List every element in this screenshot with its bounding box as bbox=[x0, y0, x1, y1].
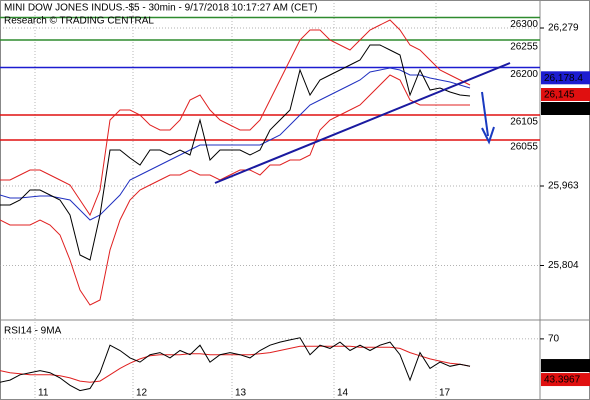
price-marker-label: 44.2713 bbox=[544, 361, 581, 372]
price-marker bbox=[541, 373, 590, 387]
price-marker bbox=[541, 71, 590, 85]
forecast-arrow-head bbox=[481, 126, 495, 145]
price-marker-label: 43.3967 bbox=[544, 375, 581, 386]
price-marker-label: 26,142 bbox=[544, 104, 575, 115]
y-tick-label: 70 bbox=[548, 334, 560, 345]
price-marker-label: 26,178.4 bbox=[544, 73, 583, 84]
chart-subtitle: Research © TRADING CENTRAL bbox=[4, 16, 154, 27]
level-label: 26200 bbox=[510, 69, 538, 80]
forecast-arrow bbox=[481, 91, 489, 137]
series-line bbox=[0, 67, 471, 221]
x-tick-label: 13 bbox=[235, 388, 247, 399]
series-line bbox=[0, 19, 471, 217]
level-label: 26255 bbox=[510, 42, 538, 53]
price-marker bbox=[541, 88, 590, 101]
level-label: 26105 bbox=[510, 117, 538, 128]
series-line bbox=[0, 345, 471, 383]
price-marker bbox=[541, 102, 590, 115]
y-tick-label: 25,963 bbox=[548, 181, 579, 192]
y-tick-label: 25,804 bbox=[548, 260, 579, 271]
series-line bbox=[0, 74, 470, 306]
trendline bbox=[214, 62, 511, 184]
chart-title: MINI DOW JONES INDUS.-$5 - 30min - 9/17/… bbox=[4, 3, 317, 14]
series-line bbox=[0, 337, 471, 392]
x-tick-label: 17 bbox=[439, 388, 451, 399]
x-tick-label: 11 bbox=[38, 388, 49, 399]
x-tick-label: 14 bbox=[337, 388, 349, 399]
price-marker bbox=[541, 359, 590, 373]
indicator-title: RSI14 - 9MA bbox=[4, 326, 62, 337]
price-marker-label: 26,145 bbox=[544, 90, 575, 101]
series-line bbox=[0, 44, 471, 261]
y-tick-label: 26,279 bbox=[548, 23, 579, 34]
level-label: 26055 bbox=[510, 142, 538, 153]
x-tick-label: 12 bbox=[136, 388, 148, 399]
level-label: 26300 bbox=[510, 19, 538, 30]
